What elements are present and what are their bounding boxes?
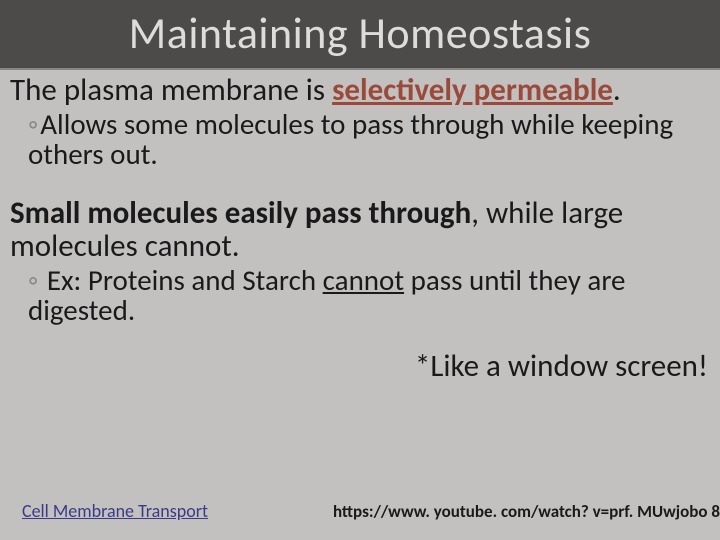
footer: Cell Membrane Transport https://www. you… — [0, 500, 720, 522]
youtube-url: https://www. youtube. com/watch? v=prf. … — [333, 501, 720, 522]
tagline: *Like a window screen! — [10, 347, 710, 385]
p1-suffix: . — [613, 71, 621, 109]
sub2-underlined: cannot — [323, 262, 404, 298]
sub1-text: Allows some molecules to pass through wh… — [28, 106, 673, 172]
paragraph-1: The plasma membrane is selectively perme… — [10, 74, 710, 107]
header-bar: Maintaining Homeostasis — [0, 0, 720, 70]
cell-membrane-link[interactable]: Cell Membrane Transport — [22, 500, 208, 522]
paragraph-2: Small molecules easily pass through, whi… — [10, 197, 710, 262]
slide-content: The plasma membrane is selectively perme… — [0, 70, 720, 385]
page-title: Maintaining Homeostasis — [0, 6, 720, 60]
sub-bullet-2: ◦ Ex: Proteins and Starch cannot pass un… — [10, 265, 710, 326]
p1-prefix: The plasma membrane is — [10, 71, 332, 109]
p1-keyword: selectively permeable — [332, 71, 613, 109]
sub-bullet-1: ◦Allows some molecules to pass through w… — [10, 109, 710, 170]
